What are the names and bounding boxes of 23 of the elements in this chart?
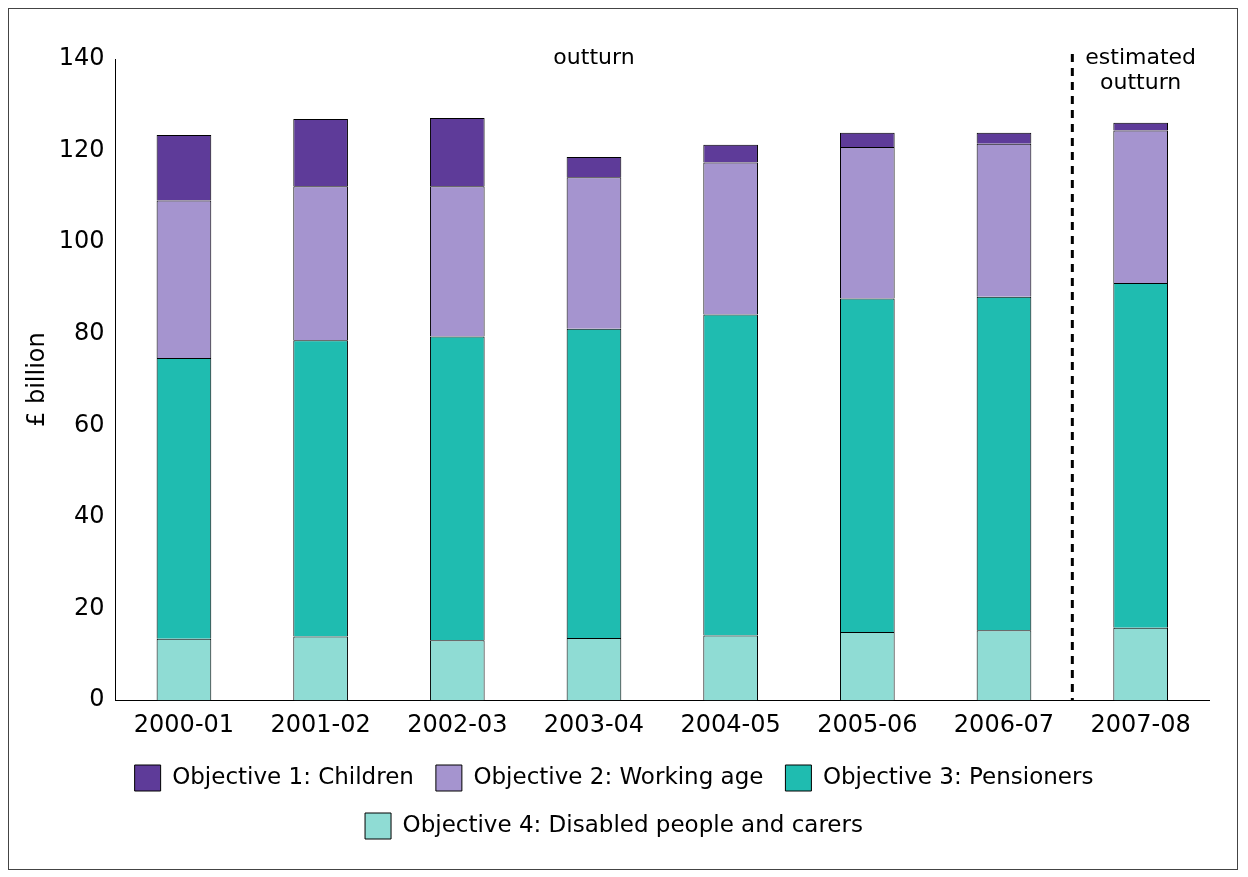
y-tick-label: 140 (58, 43, 105, 72)
y-tick-label: 40 (74, 501, 105, 530)
x-tick-label: 2006-07 (953, 709, 1055, 738)
y-axis-title: £ billion (21, 332, 50, 427)
annotation: outturn (553, 43, 635, 69)
y-tick-label: 100 (58, 226, 105, 255)
x-tick-label: 2004-05 (680, 709, 781, 738)
annotation: estimated outturn (1085, 43, 1197, 94)
x-tick-label: 2000-01 (133, 709, 235, 738)
x-tick-label: 2005-06 (817, 709, 918, 738)
y-tick-label: 80 (74, 318, 105, 347)
x-tick-label: 2003-04 (543, 709, 645, 738)
y-tick-label: 60 (74, 409, 105, 438)
y-tick-label: 20 (74, 592, 105, 621)
legend-label: Objective 1: Children (172, 762, 414, 789)
x-tick-label: 2002-03 (407, 709, 508, 738)
legend-label: Objective 3: Pensioners (822, 762, 1094, 789)
x-tick-label: 2007-08 (1090, 709, 1191, 738)
y-tick-label: 120 (58, 134, 105, 163)
legend-label: Objective 2: Working age (473, 762, 764, 789)
x-tick-label: 2001-02 (270, 709, 371, 738)
y-tick-label: 0 (89, 684, 105, 713)
legend-label: Objective 4: Disabled people and carers (402, 810, 863, 837)
